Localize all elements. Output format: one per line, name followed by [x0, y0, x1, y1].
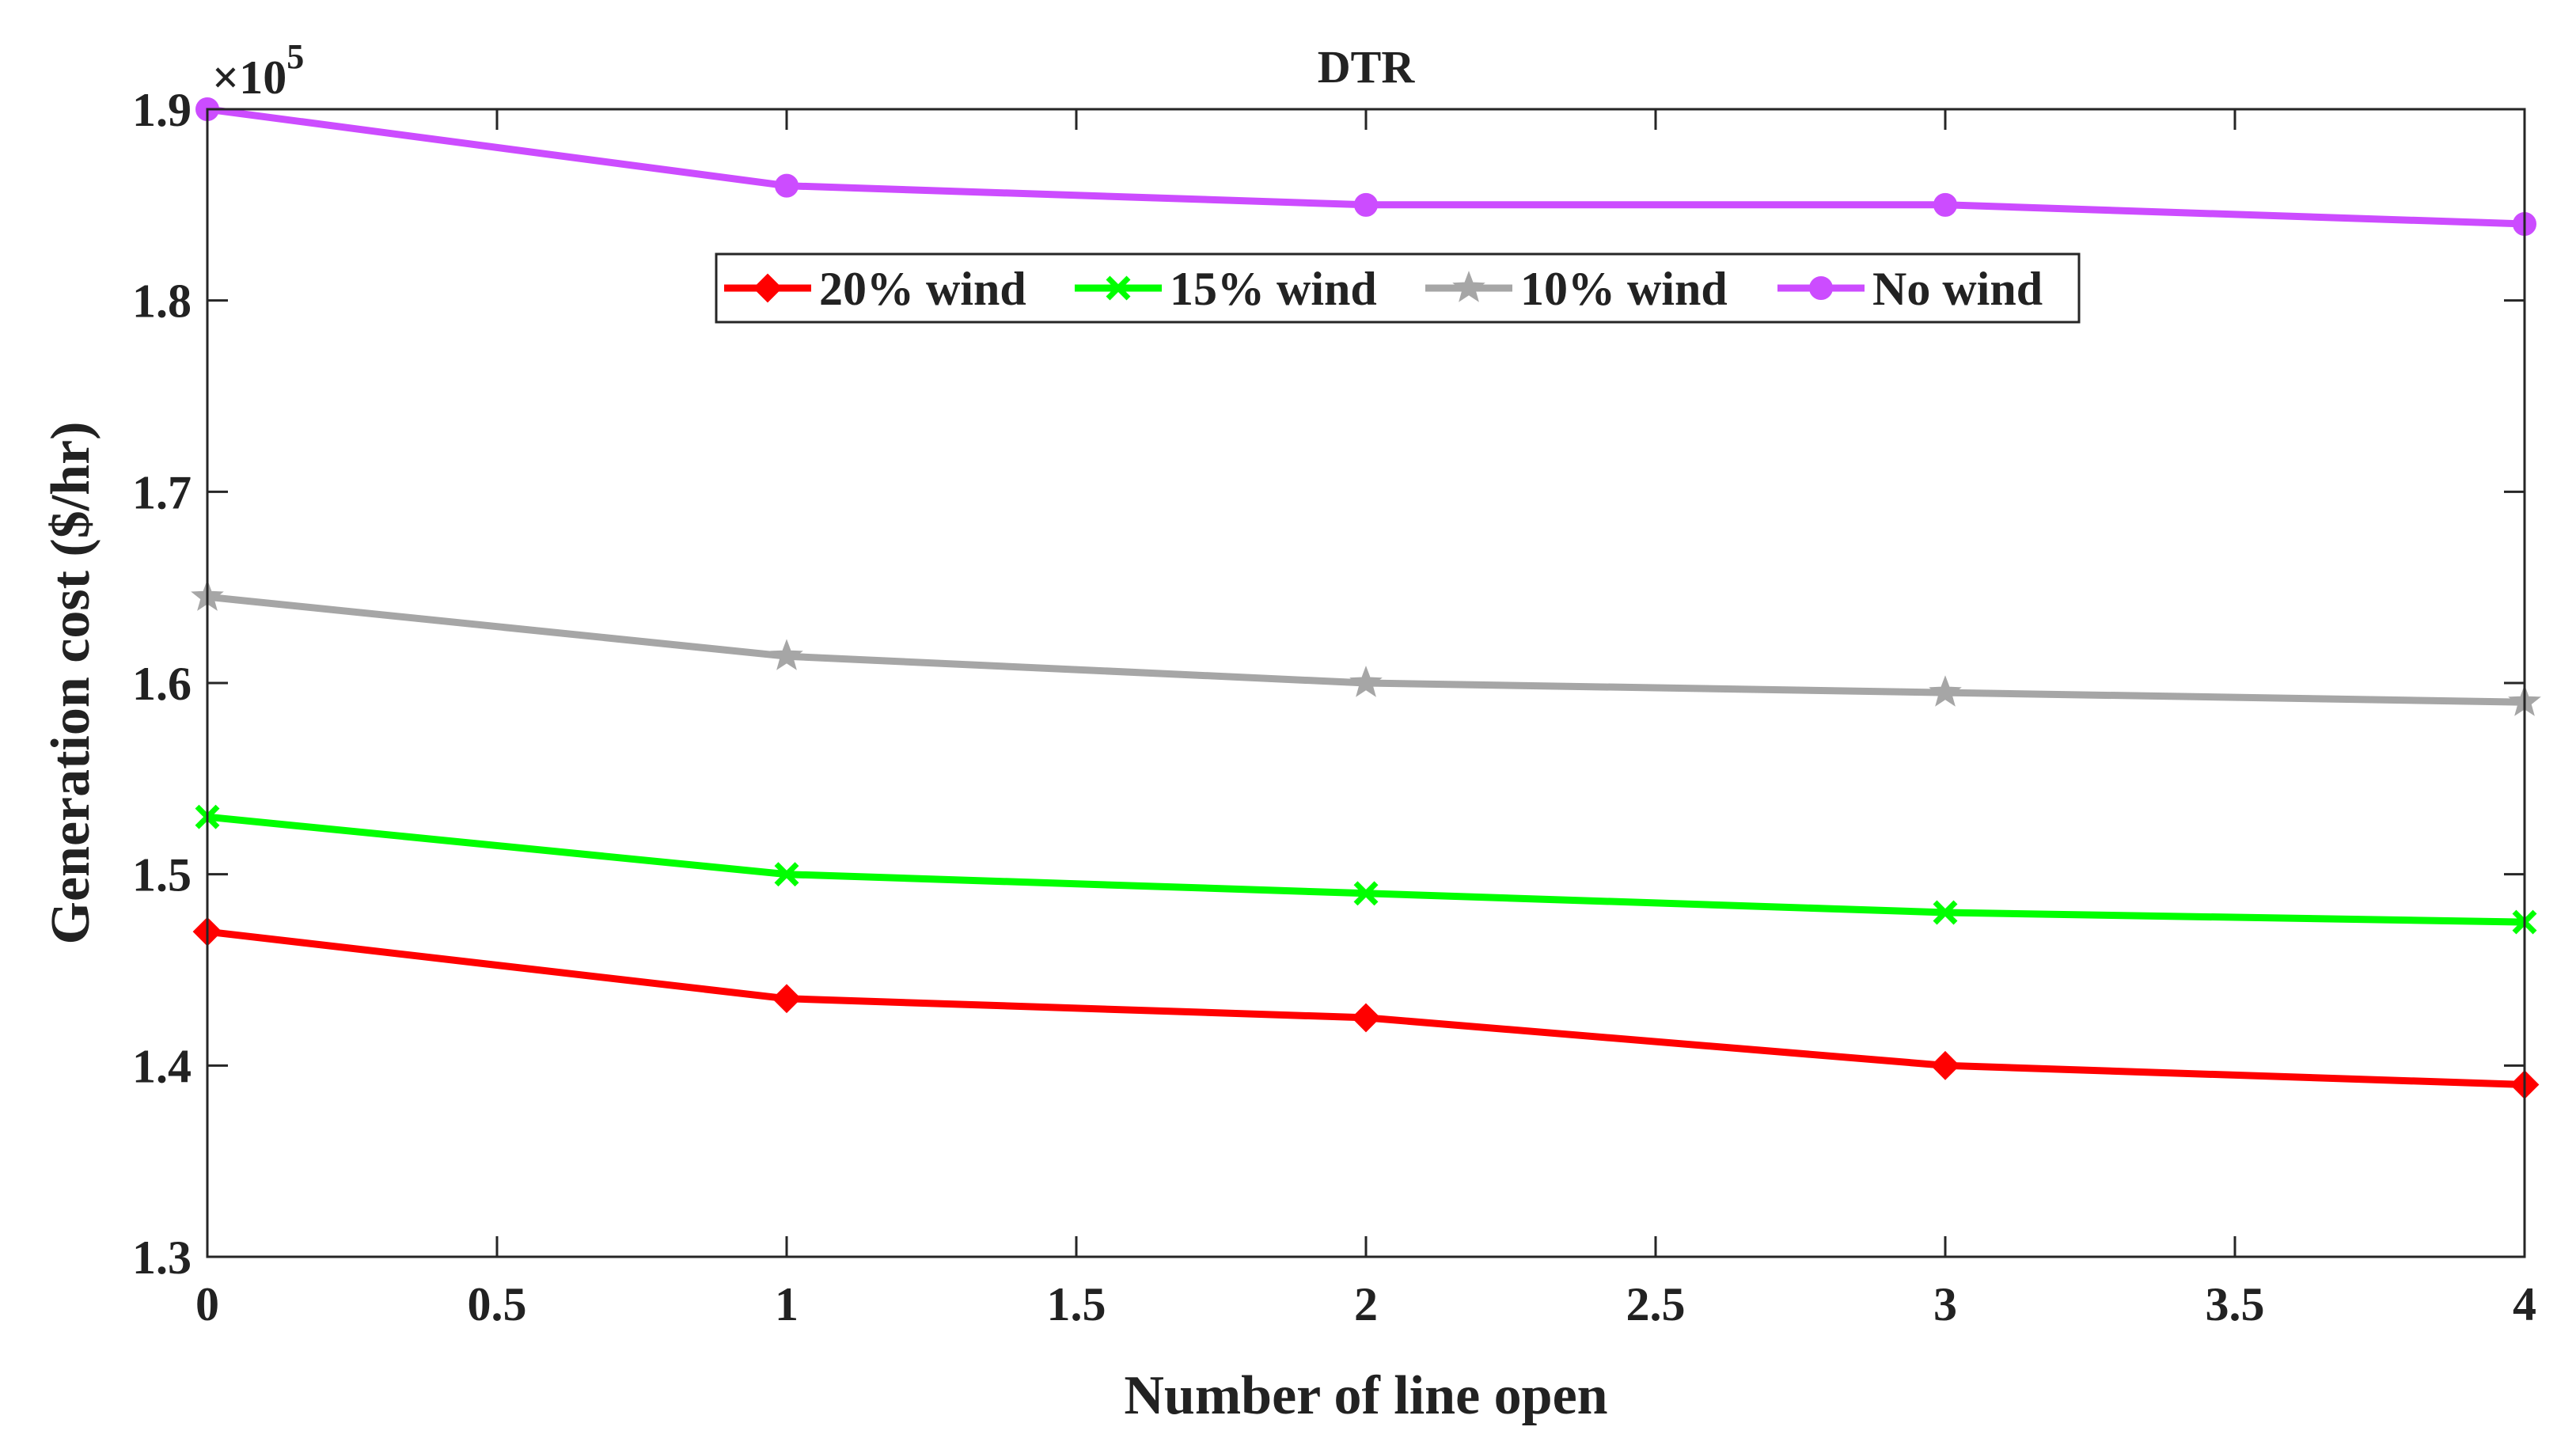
data-point-20-wind: [1351, 1003, 1381, 1033]
y-tick-label: 1.5: [132, 849, 192, 901]
data-point-no-wind: [775, 173, 799, 198]
y-tick-label: 1.7: [132, 466, 192, 518]
data-point-20-wind: [772, 984, 802, 1014]
chart-title: DTR: [1318, 41, 1416, 93]
data-point-15-wind-stroke: [1933, 900, 1958, 925]
y-multiplier-base: ×10: [212, 51, 286, 104]
legend-swatch-marker-stroke: [1106, 275, 1131, 301]
legend-label: No wind: [1872, 263, 2043, 315]
legend-entry-20-wind: 20% wind: [724, 263, 1026, 315]
legend-entry-15-wind: 15% wind: [1075, 263, 1377, 315]
series-layer: [191, 97, 2541, 1099]
x-tick-label: 0.5: [468, 1278, 527, 1330]
tick-labels: 0 0.5 1 1.5 2 2.5 3 3.5 4 1.3 1.4 1.5 1.6 1.7 1.8 1.9: [132, 84, 2536, 1330]
x-tick-label: 3.5: [2206, 1278, 2265, 1330]
legend-entry-no-wind: No wind: [1777, 263, 2043, 315]
legend-swatch-marker: [753, 273, 783, 303]
data-point-15-wind-stroke: [1353, 881, 1379, 906]
data-point-15-wind: [1933, 900, 1958, 925]
legend-entry-10-wind: 10% wind: [1425, 263, 1728, 315]
y-tick-label: 1.6: [132, 658, 192, 710]
legend-swatch-marker: [1809, 276, 1833, 300]
data-point-15-wind: [774, 862, 799, 887]
legend-label: 10% wind: [1520, 263, 1728, 315]
y-tick-label: 1.9: [132, 84, 192, 136]
data-point-no-wind: [1354, 192, 1378, 217]
legend-swatch-marker: [1106, 275, 1131, 301]
data-point-10-wind: [1929, 675, 1962, 707]
data-point-no-wind: [1933, 192, 1957, 217]
data-point-15-wind: [1353, 881, 1379, 906]
y-tick-label: 1.4: [132, 1040, 192, 1092]
data-point-10-wind: [1349, 666, 1383, 697]
x-axis-label: Number of line open: [1124, 1365, 1607, 1426]
y-multiplier: ×105: [212, 37, 304, 104]
data-point-20-wind: [1930, 1050, 1960, 1080]
x-tick-label: 4: [2513, 1278, 2536, 1330]
legend-label: 15% wind: [1170, 263, 1377, 315]
data-point-10-wind: [770, 639, 803, 670]
x-tick-label: 1.5: [1047, 1278, 1106, 1330]
x-tick-label: 1: [775, 1278, 799, 1330]
plot-area-frame: [206, 108, 2526, 1258]
x-tick-label: 2: [1354, 1278, 1378, 1330]
legend-swatch-marker: [1452, 271, 1485, 302]
y-multiplier-exponent: 5: [286, 37, 304, 76]
y-tick-label: 1.8: [132, 275, 192, 328]
y-axis-label: Generation cost ($/hr): [40, 422, 101, 945]
x-tick-label: 2.5: [1626, 1278, 1686, 1330]
legend: 20% wind 15% wind 10% wind No wind: [715, 252, 2081, 324]
x-tick-label: 3: [1933, 1278, 1957, 1330]
data-point-15-wind-stroke: [774, 862, 799, 887]
x-tick-label: 0: [195, 1278, 219, 1330]
legend-label: 20% wind: [819, 263, 1026, 315]
y-tick-label: 1.3: [132, 1231, 192, 1284]
